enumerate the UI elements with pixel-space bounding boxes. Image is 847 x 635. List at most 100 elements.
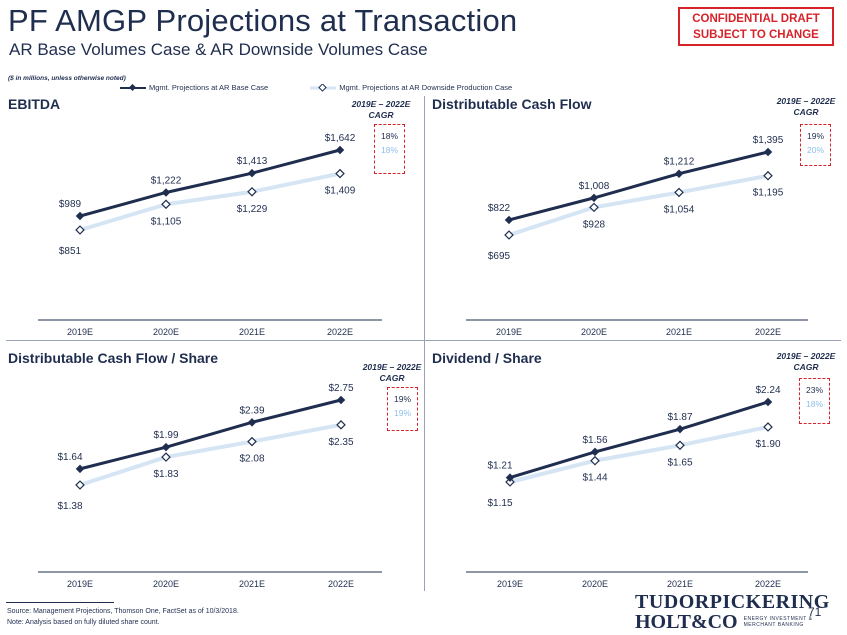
- cagr-box-dcf-share: 19% 19%: [387, 387, 418, 431]
- data-point-downside: [247, 436, 257, 447]
- vertical-divider: [424, 96, 425, 591]
- page-number: 71: [808, 605, 822, 619]
- x-tick-label: 2022E: [755, 327, 781, 337]
- x-tick-label: 2020E: [153, 579, 179, 589]
- chart-ebitda: 2019E 2020E 2021E 2022E $989 $1,222 $1,413 $1,6…: [38, 133, 382, 337]
- series-line-base: [508, 150, 769, 222]
- x-tick-label: 2020E: [153, 327, 179, 337]
- panel-title-dcf: Distributable Cash Flow: [432, 96, 592, 112]
- data-label-base: $2.24: [755, 385, 780, 396]
- data-point-base: [247, 418, 257, 427]
- x-tick-label: 2021E: [667, 579, 693, 589]
- chart-dcf-share: 2019E 2020E 2021E 2022E $1.64 $1.99 $2.39 $2.75…: [38, 383, 382, 589]
- x-tick-label: 2020E: [582, 579, 608, 589]
- data-label-base: $1,008: [579, 181, 610, 192]
- logo-line-2: HOLT&CO: [635, 611, 738, 633]
- series-line-base: [509, 400, 769, 480]
- data-label-downside: $1.90: [755, 439, 780, 450]
- confidential-stamp: CONFIDENTIAL DRAFT SUBJECT TO CHANGE: [678, 7, 834, 46]
- logo-line-2-row: HOLT&CO ENERGY INVESTMENT & MERCHANT BAN…: [635, 612, 830, 632]
- data-point-downside: [161, 452, 171, 462]
- logo-tagline-2: MERCHANT BANKING: [743, 622, 804, 628]
- cagr-header-dcf-share: 2019E – 2022E CAGR: [362, 362, 422, 383]
- data-label-base: $822: [488, 203, 511, 214]
- data-point-downside: [336, 420, 346, 430]
- x-tick-label: 2019E: [67, 327, 93, 337]
- data-label-downside: $2.35: [328, 437, 353, 448]
- data-point-base: [336, 395, 346, 405]
- data-point-base: [75, 211, 85, 221]
- data-point-downside: [75, 225, 85, 235]
- series-line-downside: [508, 173, 769, 237]
- data-point-downside: [763, 422, 773, 432]
- cagr-header-dividend-share: 2019E – 2022E CAGR: [776, 351, 836, 372]
- data-point-downside: [589, 202, 599, 213]
- data-label-downside: $928: [583, 219, 606, 230]
- series-line-downside: [509, 424, 769, 484]
- data-point-downside: [504, 230, 514, 240]
- data-label-downside: $2.08: [239, 454, 264, 465]
- x-tick-label: 2019E: [67, 579, 93, 589]
- legend-downside-label: Mgmt. Projections at AR Downside Product…: [339, 83, 513, 92]
- cagr-header-ebitda: 2019E – 2022E CAGR: [351, 99, 411, 120]
- x-tick-label: 2019E: [497, 579, 523, 589]
- data-label-downside: $1,195: [753, 188, 784, 199]
- data-point-base: [161, 442, 171, 452]
- cagr-base-dcf: 19%: [806, 131, 824, 141]
- data-label-base: $2.39: [239, 405, 264, 416]
- logo-line-1: TUDORPICKERING: [635, 591, 830, 613]
- data-label-base: $989: [59, 199, 82, 210]
- legend: Mgmt. Projections at AR Base Case Mgmt. …: [120, 83, 512, 92]
- cagr-downside-dcf: 20%: [806, 145, 824, 155]
- data-point-base: [335, 145, 345, 155]
- data-label-downside: $851: [59, 246, 82, 257]
- page-subtitle: AR Base Volumes Case & AR Downside Volum…: [9, 40, 428, 59]
- logo-tagline: ENERGY INVESTMENT & MERCHANT BANKING: [744, 616, 813, 628]
- data-point-base: [590, 447, 600, 457]
- data-label-downside: $1.65: [667, 457, 692, 468]
- x-tick-label: 2020E: [581, 327, 607, 337]
- x-tick-label: 2022E: [755, 579, 781, 589]
- x-tick-label: 2021E: [239, 579, 265, 589]
- panel-title-ebitda: EBITDA: [8, 96, 61, 112]
- data-label-base: $1,413: [237, 156, 268, 167]
- data-point-downside: [161, 199, 171, 210]
- data-point-base: [763, 147, 773, 157]
- x-tick-label: 2022E: [328, 579, 354, 589]
- data-label-base: $1,212: [664, 157, 695, 168]
- data-point-downside: [675, 440, 685, 451]
- series-line-base: [79, 398, 342, 471]
- data-point-downside: [75, 480, 85, 490]
- legend-base-marker: [120, 83, 146, 91]
- cagr-base-ebitda: 18%: [380, 131, 398, 141]
- data-point-base: [247, 168, 257, 178]
- data-label-base: $1,395: [753, 135, 784, 146]
- data-label-downside: $1.83: [153, 469, 178, 480]
- data-point-downside: [247, 186, 257, 197]
- cagr-box-ebitda: 18% 18%: [374, 124, 405, 174]
- x-tick-label: 2021E: [239, 327, 265, 337]
- data-label-downside: $695: [488, 251, 511, 262]
- data-label-downside: $1,054: [664, 204, 695, 215]
- panel-title-dcf-share: Distributable Cash Flow / Share: [8, 350, 219, 366]
- panel-title-dividend-share: Dividend / Share: [432, 350, 542, 366]
- cagr-header-dcf: 2019E – 2022E CAGR: [776, 96, 836, 117]
- data-label-base: $1,642: [325, 133, 356, 144]
- series-line-base: [79, 148, 341, 218]
- series-line-downside: [79, 171, 341, 232]
- confidential-line-1: CONFIDENTIAL DRAFT: [692, 13, 820, 25]
- x-tick-label: 2021E: [666, 327, 692, 337]
- chart-dcf: 2019E 2020E 2021E 2022E $822 $1,008 $1,212 $1,3…: [466, 135, 808, 337]
- data-point-base: [675, 424, 685, 434]
- cagr-downside-dcf-share: 19%: [393, 408, 411, 418]
- legend-item-base: Mgmt. Projections at AR Base Case: [120, 83, 268, 92]
- footer-rule: [6, 602, 114, 603]
- data-point-downside: [674, 187, 684, 198]
- share-count-note: Note: Analysis based on fully diluted sh…: [7, 619, 160, 626]
- data-point-base: [763, 397, 773, 407]
- units-note: ($ in millions, unless otherwise noted): [8, 75, 126, 82]
- data-label-base: $1.99: [153, 430, 178, 441]
- data-point-base: [674, 169, 684, 178]
- legend-base-label: Mgmt. Projections at AR Base Case: [149, 83, 269, 92]
- data-point-downside: [335, 168, 345, 179]
